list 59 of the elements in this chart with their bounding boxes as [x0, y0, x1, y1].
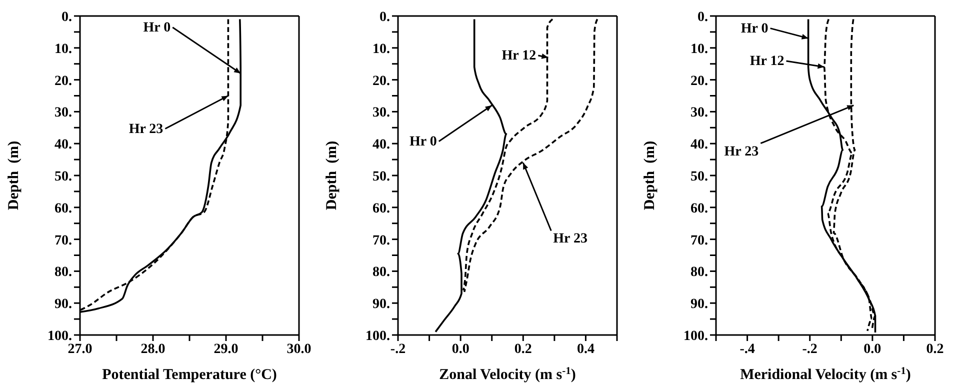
y-tick-label: 30. — [690, 106, 708, 121]
x-tick-label: 0.0 — [864, 342, 882, 357]
y-tick-label: 20. — [54, 74, 72, 89]
x-tick-label: 27.0 — [68, 342, 92, 357]
y-tick-label: 70. — [372, 233, 390, 248]
y-tick-label: 70. — [54, 233, 72, 248]
x-tick-label: -.2 — [390, 342, 406, 357]
y-tick-label: 30. — [372, 106, 390, 121]
y-axis-title: Depth (m) — [6, 140, 22, 210]
annotation: Hr 23 — [553, 232, 588, 247]
y-tick-label: 80. — [372, 265, 390, 280]
y-tick-label: 100. — [48, 328, 72, 344]
y-tick-label: 0. — [698, 10, 708, 25]
x-tick-label: 0.2 — [514, 342, 532, 357]
annotation: Hr 0 — [143, 20, 171, 36]
x-axis-title: Zonal Velocity (m s$^{-1}$) — [439, 366, 576, 383]
x-tick-label: 0.2 — [926, 342, 944, 357]
y-tick-label: 0. — [62, 10, 72, 25]
y-tick-label: 90. — [690, 297, 708, 312]
annotation: Hr 23 — [128, 122, 164, 137]
y-tick-label: 100. — [366, 328, 390, 344]
y-tick-label: 60. — [372, 201, 390, 216]
y-tick-label: 30. — [54, 106, 72, 121]
x-axis-title: Meridional Velocity (m s$^{-1}$) — [740, 366, 911, 383]
y-axis-title: Depth (m) — [324, 140, 340, 210]
y-tick-label: 60. — [54, 201, 72, 216]
y-tick-label: 50. — [690, 169, 708, 184]
x-tick-label: 0.4 — [576, 342, 594, 357]
y-tick-label: 20. — [372, 74, 390, 89]
annotation: Hr 23 — [724, 144, 759, 160]
y-tick-label: 10. — [372, 42, 390, 57]
y-tick-label: 90. — [54, 297, 72, 312]
x-tick-label: 29.0 — [214, 342, 238, 357]
annotation: Hr 12 — [750, 54, 784, 70]
y-tick-label: 20. — [690, 74, 708, 89]
y-tick-label: 80. — [690, 265, 708, 280]
y-tick-label: 40. — [54, 138, 72, 153]
y-tick-label: 50. — [54, 169, 72, 184]
x-axis-title: Potential Temperature (°C) — [102, 367, 277, 383]
x-tick-label: 28.0 — [140, 342, 166, 357]
y-tick-label: 10. — [690, 42, 708, 57]
y-axis-title: Depth (m) — [642, 140, 658, 210]
annotation: Hr 12 — [502, 48, 536, 64]
y-tick-label: 90. — [372, 297, 390, 312]
y-tick-label: 10. — [54, 42, 72, 57]
x-tick-label: -.2 — [802, 342, 818, 357]
y-tick-label: 100. — [684, 328, 708, 344]
y-tick-label: 0. — [380, 10, 390, 25]
annotation: Hr 0 — [740, 21, 768, 36]
x-tick-label: 0.0 — [452, 342, 470, 357]
x-tick-label: -.4 — [740, 342, 755, 357]
y-tick-label: 50. — [372, 169, 390, 184]
y-tick-label: 60. — [690, 201, 708, 216]
x-tick-label: 30.0 — [286, 342, 312, 357]
y-tick-label: 40. — [690, 138, 708, 153]
y-tick-label: 40. — [372, 138, 390, 153]
annotation: Hr 0 — [410, 134, 437, 150]
y-tick-label: 80. — [54, 265, 72, 280]
y-tick-label: 70. — [690, 233, 708, 248]
